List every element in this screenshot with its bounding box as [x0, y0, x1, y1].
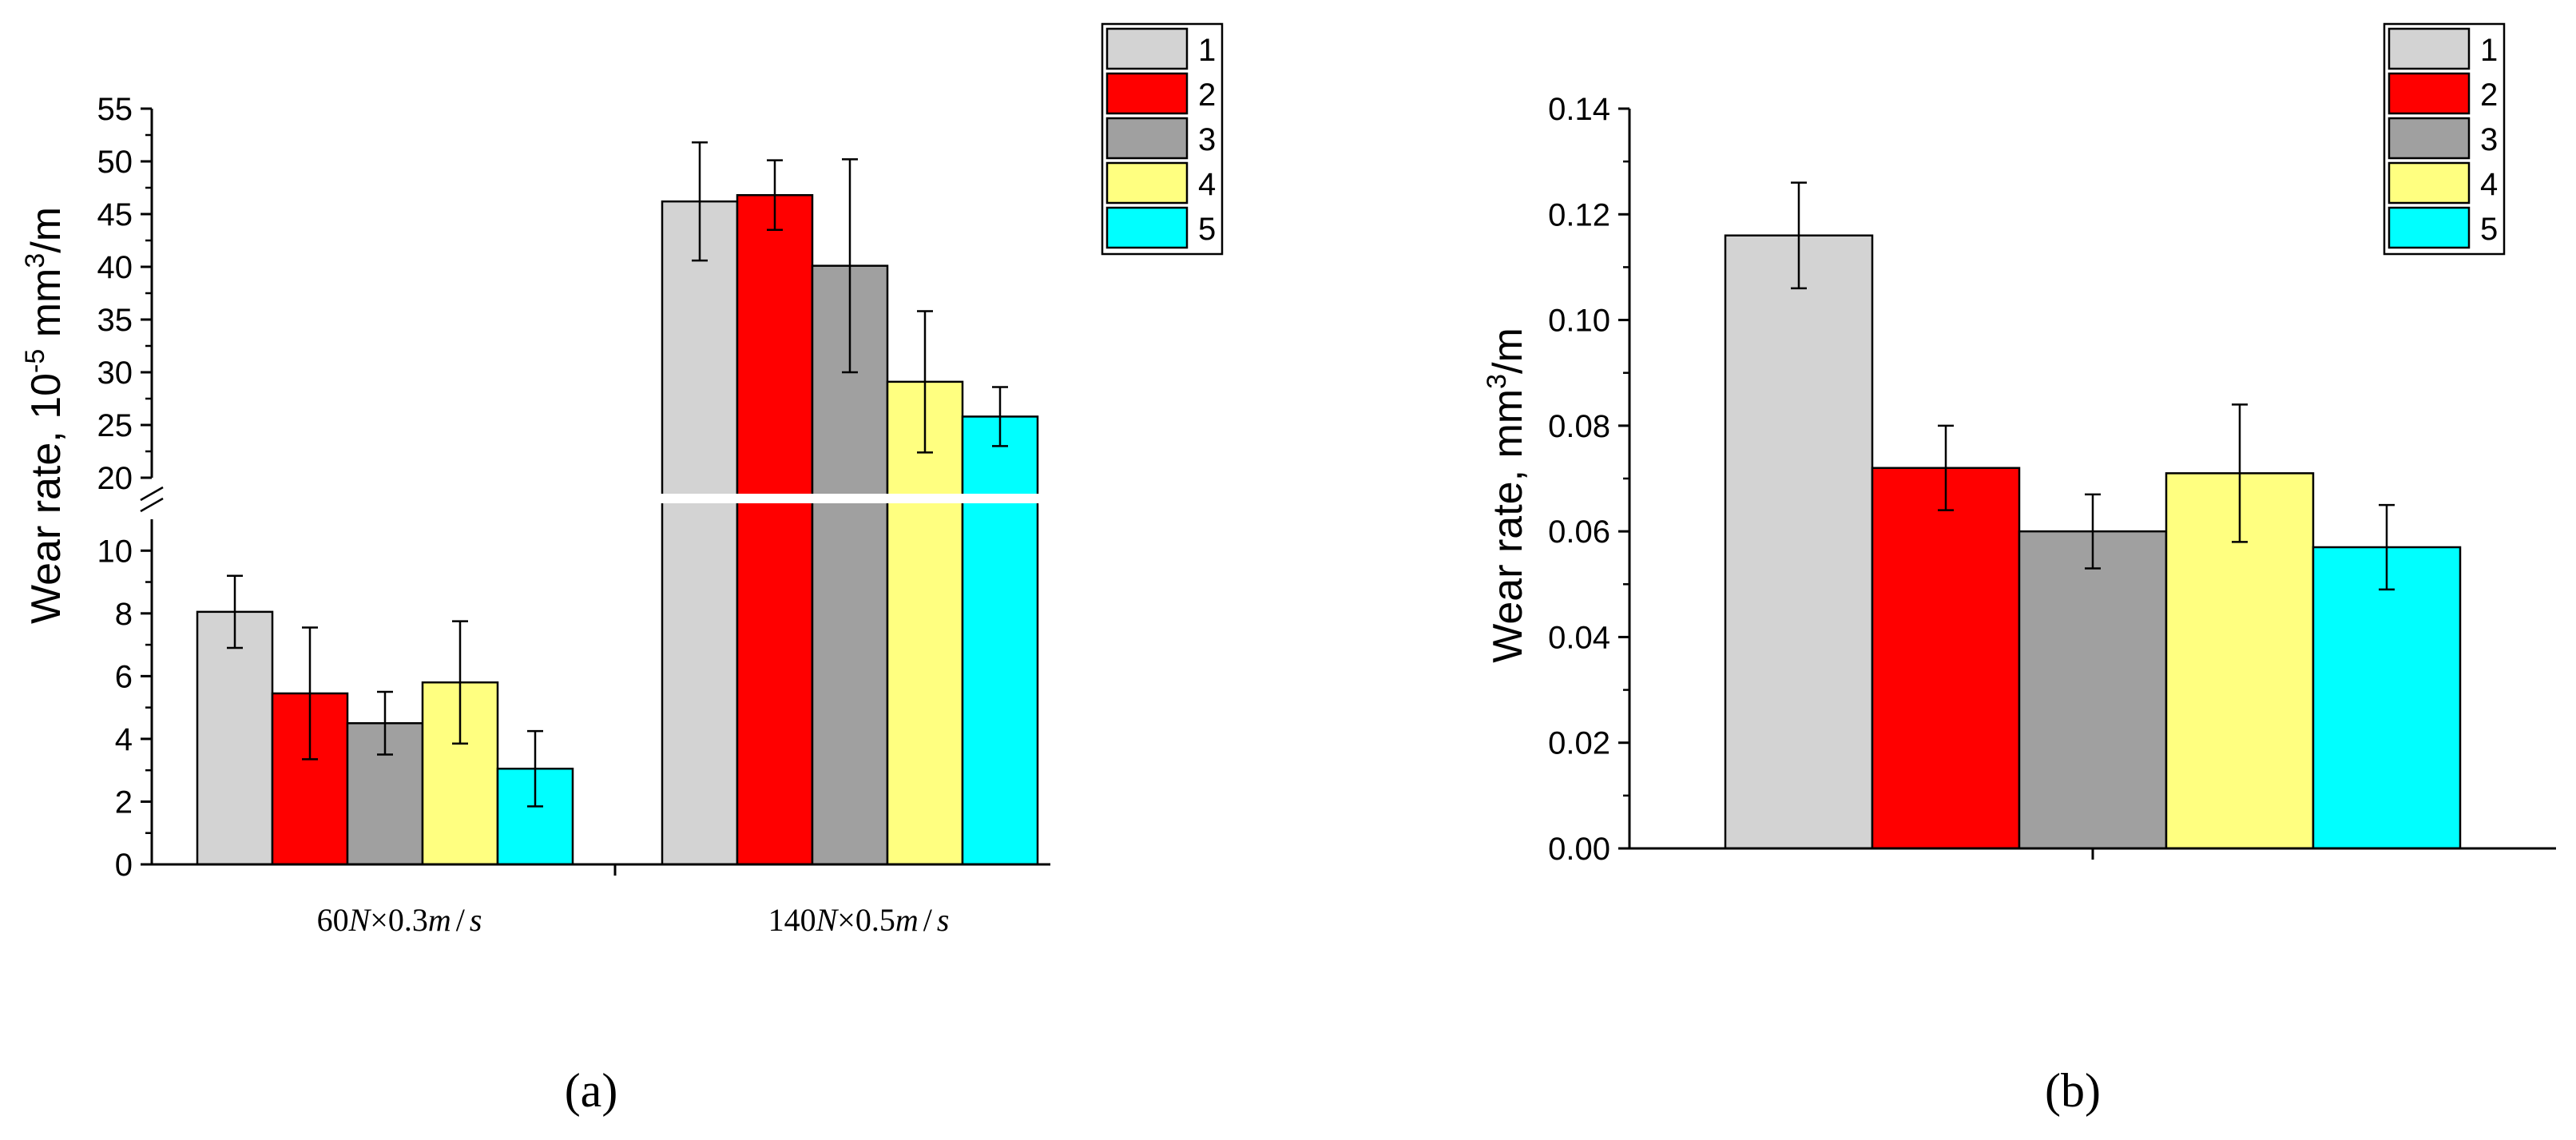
svg-text:Wear rate, 10-5 mm3/m: Wear rate, 10-5 mm3/m — [20, 207, 69, 624]
bar — [736, 193, 814, 866]
legend-label: 2 — [1198, 77, 1216, 113]
y-tick-label: 35 — [97, 303, 133, 338]
legend-swatch — [2387, 117, 2471, 160]
y-tick-label: 45 — [97, 197, 133, 232]
y-tick-label: 8 — [115, 597, 133, 632]
y-tick-label: 55 — [97, 92, 133, 127]
panel-b-y-axis-title: Wear rate, mm3/m — [1482, 328, 1531, 663]
panel-a-chart: Wear rate, 10-5 mm3/m 024681020253035404… — [20, 22, 1224, 1117]
panel-a-axis-break-gap — [155, 494, 1054, 503]
panel-a-legend: 1 2 3 4 5 — [1101, 22, 1224, 256]
legend-label: 4 — [1198, 167, 1216, 202]
bar — [1724, 234, 1874, 850]
legend-label: 5 — [2480, 212, 2498, 247]
legend-label: 2 — [2480, 77, 2498, 113]
legend-swatch — [1105, 27, 1189, 70]
y-tick-label: 30 — [97, 356, 133, 391]
legend-swatch — [1105, 206, 1189, 249]
bar — [1871, 467, 2021, 850]
bar — [2312, 546, 2462, 850]
panel-a-error-bars — [227, 141, 1008, 808]
category-label: 60N×0.3m / s — [317, 902, 482, 938]
y-tick-label: 40 — [97, 250, 133, 285]
y-tick-label: 0.10 — [1548, 304, 1610, 339]
y-tick-label: 0.14 — [1548, 92, 1610, 127]
bar — [2018, 530, 2168, 850]
y-tick-label: 0.12 — [1548, 197, 1610, 232]
y-tick-label: 50 — [97, 145, 133, 180]
legend-swatch — [2387, 161, 2471, 205]
panel-b-error-bars — [1791, 181, 2395, 591]
bar — [196, 610, 274, 866]
y-tick-label: 2 — [115, 784, 133, 820]
panel-a-label: (a) — [565, 1064, 618, 1117]
y-tick-label: 0.06 — [1548, 514, 1610, 550]
panel-a-bars — [196, 193, 1039, 866]
y-tick-label: 4 — [115, 722, 133, 757]
y-tick-label: 6 — [115, 659, 133, 694]
legend-label: 1 — [1198, 33, 1216, 68]
legend-label: 3 — [2480, 122, 2498, 157]
legend-swatch — [2387, 27, 2471, 70]
panel-b-axes: 0.00 0.02 0.04 0.06 0.08 0.10 0.12 0.14 — [1548, 92, 2556, 867]
axis-break-mark — [140, 497, 164, 513]
bar — [886, 380, 964, 866]
bar — [961, 415, 1039, 866]
category-label: 140N×0.5m / s — [768, 902, 950, 938]
legend-label: 5 — [1198, 212, 1216, 247]
legend-swatch — [1105, 72, 1189, 115]
y-tick-label: 10 — [97, 534, 133, 569]
legend-swatch — [1105, 161, 1189, 205]
panel-a-y-axis-title: Wear rate, 10-5 mm3/m — [20, 207, 69, 624]
y-tick-label: 0.02 — [1548, 726, 1610, 761]
y-tick-label: 0.08 — [1548, 409, 1610, 444]
legend-label: 1 — [2480, 33, 2498, 68]
y-tick-label: 0.00 — [1548, 832, 1610, 867]
panel-b-legend: 1 2 3 4 5 — [2383, 22, 2506, 256]
legend-swatch — [1105, 117, 1189, 160]
legend-label: 4 — [2480, 167, 2498, 202]
panel-a-axes: 0 2 4 6 8 10 20 25 30 35 40 45 50 55 — [97, 92, 1050, 883]
y-tick-label: 0 — [115, 848, 133, 883]
bar — [661, 200, 739, 866]
panel-b-chart: Wear rate, mm3/m 0.00 0.02 0.04 0.06 0.08 0.1… — [1482, 22, 2556, 1117]
panel-a-category-labels: 60N×0.3m / s 140N×0.5m / s — [317, 902, 950, 938]
svg-text:Wear rate, mm3/m: Wear rate, mm3/m — [1482, 328, 1531, 663]
y-tick-label: 0.04 — [1548, 620, 1610, 655]
panel-b-bars — [1724, 234, 2462, 850]
y-tick-label: 25 — [97, 408, 133, 443]
legend-label: 3 — [1198, 122, 1216, 157]
y-tick-label: 20 — [97, 461, 133, 496]
legend-swatch — [2387, 72, 2471, 115]
panel-b-label: (b) — [2045, 1064, 2101, 1117]
axis-break-mark — [140, 486, 164, 502]
legend-swatch — [2387, 206, 2471, 249]
